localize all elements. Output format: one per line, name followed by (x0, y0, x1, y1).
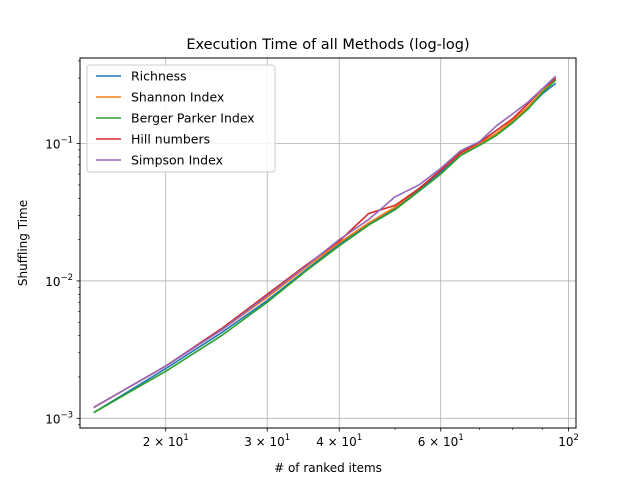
y-tick-label: 10−1 (45, 136, 73, 152)
x-axis: 2 × 101 3 × 101 4 × 101 6 × 101 102 (143, 428, 579, 449)
legend-label-hill-numbers: Hill numbers (131, 132, 210, 147)
legend-label-simpson-index: Simpson Index (131, 153, 223, 168)
legend-label-berger-parker-index: Berger Parker Index (131, 111, 255, 126)
legend-label-richness: Richness (131, 69, 187, 84)
legend: Richness Shannon Index Berger Parker Index… (86, 64, 276, 173)
x-tick-label: 2 × 101 (143, 433, 189, 449)
plot-frame (79, 57, 577, 429)
legend-box (86, 64, 276, 173)
y-axis: 10−3 10−2 10−1 (45, 60, 80, 426)
x-axis-label: # of ranked items (274, 461, 382, 475)
x-tick-label: 3 × 101 (244, 433, 290, 449)
x-tick-label: 4 × 101 (316, 433, 362, 449)
series-lines (93, 75, 557, 414)
y-tick-label: 10−3 (45, 410, 73, 426)
series-line-berger-parker-index (93, 79, 557, 414)
x-tick-label: 6 × 101 (418, 433, 464, 449)
y-axis-label: Shuffling Time (16, 200, 30, 286)
legend-label-shannon-index: Shannon Index (131, 90, 224, 105)
series-line-simpson-index (93, 75, 557, 409)
chart-title: Execution Time of all Methods (log-log) (186, 37, 469, 53)
x-tick-label: 102 (558, 433, 579, 449)
series-line-hill-numbers (93, 77, 557, 409)
y-tick-label: 10−2 (45, 273, 73, 289)
